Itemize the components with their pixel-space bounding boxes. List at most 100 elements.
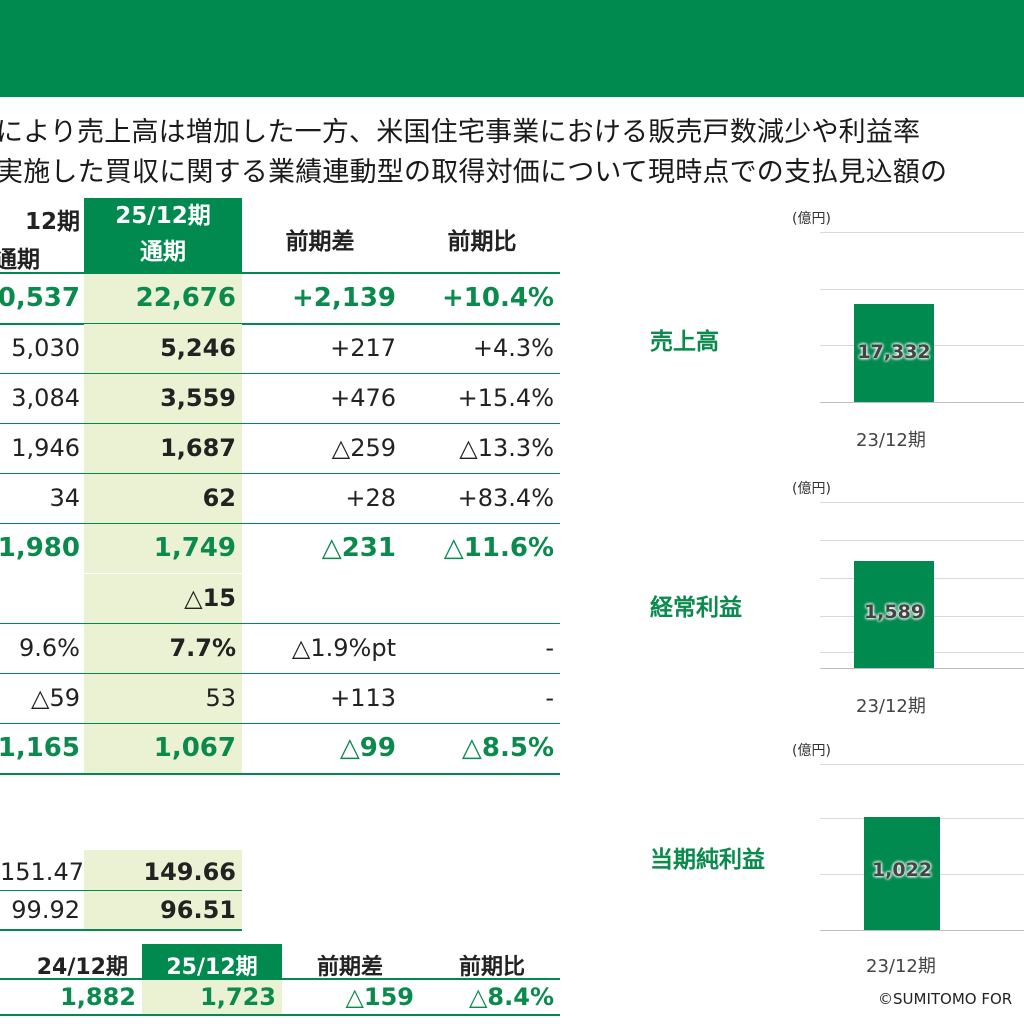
cell-cur: 1,749: [84, 524, 242, 573]
chart-label: 売上高: [650, 329, 719, 355]
header-prev-fullyear: 通期: [0, 247, 40, 273]
copyright-text: ©SUMITOMO FOR: [878, 990, 1013, 1008]
row-divider: [0, 623, 560, 624]
per-share-divider: [0, 890, 242, 891]
chart-x-tick: 23/12期: [866, 956, 936, 977]
cell-prev: [0, 574, 80, 623]
bottom-row-cur: 1,723: [200, 983, 276, 1011]
cell-ratio: -: [545, 684, 554, 712]
cell-cur: △15: [84, 574, 242, 623]
chart-label: 当期純利益: [650, 847, 765, 873]
header-current-fullyear: 通期: [140, 239, 186, 265]
cell-diff: +476: [330, 384, 396, 412]
cell-diff: △99: [339, 733, 396, 763]
per-share-cur-2: 96.51: [160, 896, 236, 924]
cell-diff: △259: [331, 434, 396, 462]
bottom-row-diff: △159: [345, 983, 414, 1011]
per-share-prev-2: 99.92: [11, 896, 80, 924]
chart-x-tick: 23/12期: [856, 430, 926, 451]
bottom-header-diff: 前期差: [316, 955, 383, 980]
cell-cur: 3,559: [84, 374, 242, 423]
row-divider: [0, 523, 560, 524]
cell-prev: 1,165: [0, 733, 80, 763]
cell-prev: 0,537: [0, 283, 80, 313]
table-row: 34 62 +28 +83.4%: [0, 474, 560, 524]
table-row: 1,165 1,067 △99 △8.5%: [0, 724, 560, 774]
table-row: 1,946 1,687 △259 △13.3%: [0, 424, 560, 474]
row-divider: [0, 473, 560, 474]
chart-gridline: [820, 540, 1024, 541]
chart-bar: [854, 561, 934, 668]
row-divider: [0, 323, 560, 325]
table-row: 3,084 3,559 +476 +15.4%: [0, 374, 560, 424]
cell-cur: 5,246: [84, 324, 242, 373]
row-divider: [0, 423, 560, 424]
cell-cur: 22,676: [84, 274, 242, 323]
bottom-header-divider: [0, 978, 560, 980]
cell-cur: 7.7%: [84, 624, 242, 673]
chart-bar: [854, 304, 934, 402]
per-share-cur-1: 149.66: [143, 858, 236, 886]
bottom-row-line: [0, 1014, 560, 1016]
cell-ratio: △11.6%: [443, 533, 554, 563]
cell-ratio: [400, 574, 554, 623]
chart-unit: (億円): [792, 211, 831, 227]
chart-gridline: [820, 502, 1024, 503]
table-row: 5,030 5,246 +217 +4.3%: [0, 324, 560, 374]
chart-bar-value: 1,022: [871, 859, 933, 881]
cell-diff: +28: [345, 484, 396, 512]
table-row: 1,980 1,749 △231 △11.6%: [0, 524, 560, 574]
header-band: [0, 0, 1024, 97]
cell-diff: +113: [330, 684, 396, 712]
row-divider: [0, 373, 560, 374]
lead-text-line-2: 実施した買収に関する業績連動型の取得対価について現時点での支払見込額の: [0, 157, 948, 188]
chart-unit: (億円): [792, 743, 831, 759]
cell-diff: △1.9%pt: [291, 634, 396, 662]
bottom-header-ratio: 前期比: [458, 955, 525, 980]
cell-diff: △231: [321, 533, 396, 563]
bottom-header-current: 25/12期: [166, 955, 258, 980]
bottom-row-prev: 1,882: [60, 983, 136, 1011]
cell-prev: 5,030: [11, 334, 80, 362]
cell-ratio: +83.4%: [457, 484, 554, 512]
cell-ratio: +10.4%: [442, 283, 554, 313]
row-divider: [0, 673, 560, 674]
chart-x-tick: 23/12期: [856, 696, 926, 717]
cell-prev: 34: [49, 484, 80, 512]
cell-diff: +217: [330, 334, 396, 362]
cell-ratio: △8.5%: [461, 733, 554, 763]
cell-prev: 1,946: [11, 434, 80, 462]
cell-diff: +2,139: [291, 283, 396, 313]
cell-ratio: -: [545, 634, 554, 662]
chart-axis: [820, 402, 1024, 403]
cell-cur: 62: [84, 474, 242, 523]
cell-ratio: △13.3%: [459, 434, 554, 462]
chart-gridline: [820, 764, 1024, 765]
table-row: △15: [0, 574, 560, 624]
per-share-bottom-line: [0, 929, 242, 931]
cell-prev: 3,084: [11, 384, 80, 412]
cell-ratio: +4.3%: [472, 334, 554, 362]
cell-prev: △59: [31, 684, 80, 712]
bottom-row-ratio: △8.4%: [468, 983, 554, 1011]
chart-bar-value: 1,589: [863, 601, 925, 623]
header-yoy-ratio: 前期比: [447, 229, 517, 255]
header-yoy-diff: 前期差: [285, 229, 355, 255]
cell-prev: 1,980: [0, 533, 80, 563]
per-share-prev-1: 151.47: [0, 858, 84, 886]
cell-diff: [244, 574, 396, 623]
header-divider: [0, 272, 560, 274]
cell-cur: 1,687: [84, 424, 242, 473]
row-divider: [0, 723, 560, 724]
header-prev-period: 12期: [24, 209, 80, 235]
chart-gridline: [820, 289, 1024, 290]
table-row: △59 53 +113 -: [0, 674, 560, 724]
chart-axis: [820, 668, 1024, 669]
chart-gridline: [820, 232, 1024, 233]
row-divider: [0, 773, 560, 775]
chart-label: 経常利益: [650, 595, 742, 621]
cell-prev: 9.6%: [19, 634, 80, 662]
cell-ratio: +15.4%: [457, 384, 554, 412]
lead-text-line-1: により売上高は増加した一方、米国住宅事業における販売戸数減少や利益率: [0, 117, 921, 148]
header-current-period: 25/12期 通期: [84, 198, 242, 272]
